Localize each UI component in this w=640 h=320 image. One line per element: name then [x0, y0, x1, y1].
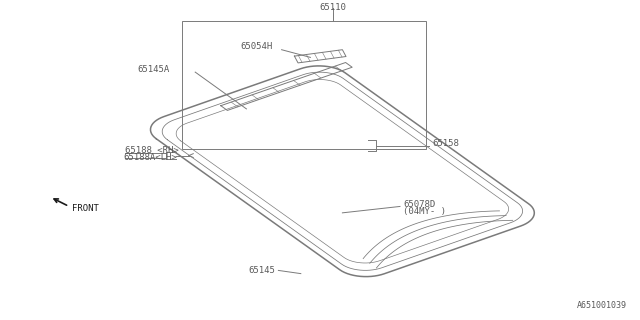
Text: 65188 <RH>: 65188 <RH>: [125, 146, 179, 155]
Text: 65188A<LH>: 65188A<LH>: [123, 153, 177, 162]
Text: (04MY- ): (04MY- ): [403, 207, 446, 216]
Text: 65158: 65158: [432, 139, 459, 148]
Text: 65078D: 65078D: [403, 200, 435, 209]
Text: 65054H: 65054H: [240, 42, 272, 51]
Bar: [182, 21, 426, 149]
Text: 65110: 65110: [320, 3, 347, 12]
Text: FRONT: FRONT: [72, 204, 99, 213]
Text: 65145: 65145: [248, 266, 275, 275]
Text: A651001039: A651001039: [577, 301, 627, 310]
Text: 65145A: 65145A: [138, 65, 170, 74]
